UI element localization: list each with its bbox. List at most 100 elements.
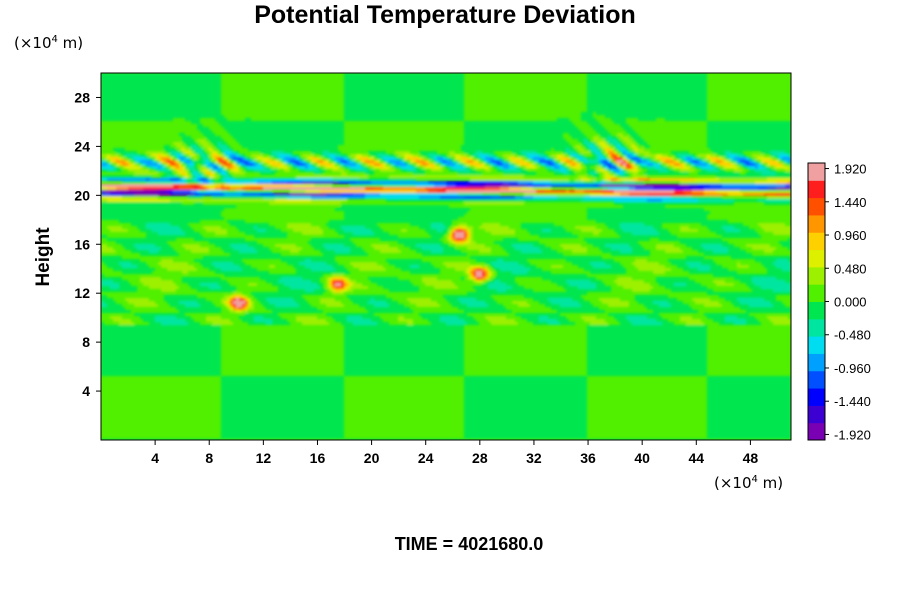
heatmap-cell bbox=[167, 244, 170, 247]
heatmap-cell bbox=[170, 301, 173, 304]
heatmap-cell bbox=[119, 196, 122, 199]
heatmap-cell bbox=[293, 259, 296, 262]
heatmap-cell bbox=[140, 349, 143, 352]
heatmap-cell bbox=[113, 199, 116, 202]
heatmap-cell bbox=[269, 406, 272, 409]
heatmap-cell bbox=[122, 163, 125, 166]
heatmap-cell bbox=[113, 283, 116, 286]
heatmap-cell bbox=[116, 118, 119, 121]
heatmap-cell bbox=[302, 319, 305, 322]
heatmap-cell bbox=[260, 154, 263, 157]
heatmap-cell bbox=[269, 226, 272, 229]
heatmap-cell bbox=[131, 76, 134, 79]
heatmap-cell bbox=[275, 127, 278, 130]
heatmap-cell bbox=[284, 244, 287, 247]
heatmap-cell bbox=[257, 385, 260, 388]
heatmap-cell bbox=[119, 88, 122, 91]
heatmap-cell bbox=[269, 178, 272, 181]
heatmap-cell bbox=[206, 190, 209, 193]
heatmap-cell bbox=[206, 184, 209, 187]
heatmap-cell bbox=[146, 238, 149, 241]
heatmap-cell bbox=[134, 355, 137, 358]
heatmap-cell bbox=[200, 346, 203, 349]
heatmap-cell bbox=[188, 184, 191, 187]
heatmap-cell bbox=[254, 223, 257, 226]
heatmap-cell bbox=[140, 304, 143, 307]
heatmap-cell bbox=[122, 361, 125, 364]
heatmap-cell bbox=[119, 325, 122, 328]
heatmap-cell bbox=[215, 214, 218, 217]
heatmap-cell bbox=[257, 256, 260, 259]
heatmap-cell bbox=[173, 328, 176, 331]
heatmap-cell bbox=[173, 214, 176, 217]
heatmap-cell bbox=[176, 154, 179, 157]
heatmap-cell bbox=[269, 274, 272, 277]
heatmap-cell bbox=[284, 235, 287, 238]
heatmap-cell bbox=[131, 343, 134, 346]
heatmap-cell bbox=[218, 349, 221, 352]
heatmap-cell bbox=[140, 277, 143, 280]
heatmap-cell bbox=[281, 400, 284, 403]
heatmap-cell bbox=[299, 319, 302, 322]
heatmap-cell bbox=[299, 286, 302, 289]
heatmap-cell bbox=[149, 247, 152, 250]
heatmap-cell bbox=[293, 436, 296, 439]
heatmap-cell bbox=[152, 352, 155, 355]
heatmap-cell bbox=[179, 226, 182, 229]
heatmap-cell bbox=[278, 304, 281, 307]
heatmap-cell bbox=[125, 160, 128, 163]
heatmap-cell bbox=[221, 262, 224, 265]
heatmap-cell bbox=[239, 268, 242, 271]
heatmap-cell bbox=[107, 217, 110, 220]
heatmap-cell bbox=[209, 355, 212, 358]
heatmap-cell bbox=[197, 214, 200, 217]
heatmap-cell bbox=[227, 403, 230, 406]
heatmap-cell bbox=[197, 289, 200, 292]
heatmap-cell bbox=[131, 238, 134, 241]
heatmap-cell bbox=[251, 142, 254, 145]
heatmap-cell bbox=[167, 226, 170, 229]
heatmap-cell bbox=[281, 307, 284, 310]
heatmap-cell bbox=[107, 208, 110, 211]
heatmap-cell bbox=[242, 403, 245, 406]
heatmap-cell bbox=[179, 262, 182, 265]
heatmap-cell bbox=[272, 376, 275, 379]
heatmap-cell bbox=[122, 151, 125, 154]
heatmap-cell bbox=[161, 235, 164, 238]
heatmap-cell bbox=[194, 232, 197, 235]
heatmap-cell bbox=[257, 382, 260, 385]
heatmap-cell bbox=[236, 121, 239, 124]
heatmap-cell bbox=[125, 184, 128, 187]
heatmap-cell bbox=[170, 319, 173, 322]
heatmap-cell bbox=[167, 214, 170, 217]
heatmap-cell bbox=[182, 187, 185, 190]
heatmap-cell bbox=[104, 100, 107, 103]
heatmap-cell bbox=[281, 193, 284, 196]
heatmap-cell bbox=[254, 121, 257, 124]
heatmap-cell bbox=[167, 205, 170, 208]
heatmap-cell bbox=[275, 400, 278, 403]
heatmap-cell bbox=[212, 109, 215, 112]
heatmap-cell bbox=[254, 427, 257, 430]
heatmap-cell bbox=[110, 166, 113, 169]
heatmap-cell bbox=[164, 109, 167, 112]
heatmap-cell bbox=[203, 103, 206, 106]
heatmap-cell bbox=[140, 268, 143, 271]
heatmap-cell bbox=[293, 385, 296, 388]
heatmap-cell bbox=[278, 310, 281, 313]
heatmap-cell bbox=[293, 199, 296, 202]
heatmap-cell bbox=[200, 184, 203, 187]
heatmap-cell bbox=[224, 322, 227, 325]
heatmap-cell bbox=[212, 334, 215, 337]
heatmap-cell bbox=[170, 229, 173, 232]
heatmap-cell bbox=[125, 151, 128, 154]
heatmap-cell bbox=[188, 166, 191, 169]
heatmap-cell bbox=[272, 400, 275, 403]
heatmap-cell bbox=[113, 268, 116, 271]
heatmap-cell bbox=[173, 283, 176, 286]
heatmap-cell bbox=[296, 394, 299, 397]
heatmap-cell bbox=[293, 295, 296, 298]
heatmap-cell bbox=[152, 223, 155, 226]
heatmap-cell bbox=[284, 163, 287, 166]
heatmap-cell bbox=[254, 193, 257, 196]
